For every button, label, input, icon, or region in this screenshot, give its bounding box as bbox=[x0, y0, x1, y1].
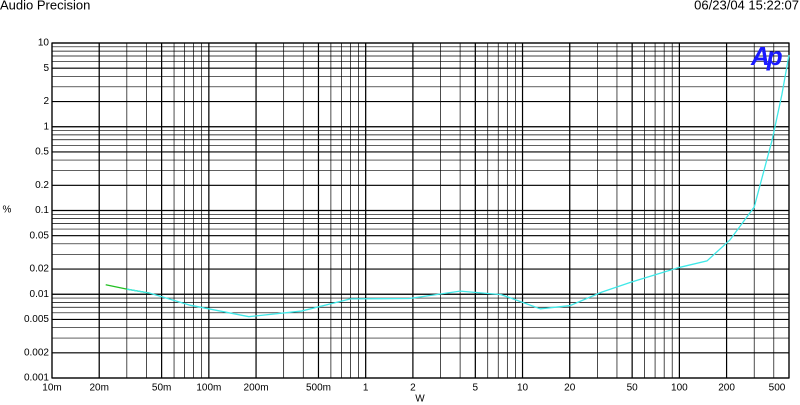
x-tick-label: 500 bbox=[769, 383, 786, 394]
x-tick-label: 200 bbox=[718, 383, 735, 394]
x-tick-label: 20 bbox=[564, 383, 576, 394]
x-axis-label: W bbox=[415, 394, 425, 405]
x-tick-label: 100m bbox=[196, 383, 221, 394]
y-tick-label: 0.002 bbox=[24, 347, 49, 358]
chart-title: Audio Precision bbox=[0, 0, 90, 12]
y-tick-label: 0.01 bbox=[30, 289, 50, 300]
x-tick-label: 100 bbox=[671, 383, 688, 394]
y-tick-label: 0.02 bbox=[30, 264, 50, 275]
x-tick-label: 10 bbox=[517, 383, 529, 394]
y-tick-label: 1 bbox=[43, 121, 49, 132]
x-tick-label: 2 bbox=[410, 383, 416, 394]
timestamp: 06/23/04 15:22:07 bbox=[694, 0, 799, 12]
y-axis-label: % bbox=[3, 205, 12, 216]
y-tick-label: 10 bbox=[38, 38, 50, 49]
y-tick-label: 0.001 bbox=[24, 373, 49, 384]
x-tick-label: 5 bbox=[473, 383, 479, 394]
data-line bbox=[126, 54, 790, 318]
y-tick-label: 0.2 bbox=[35, 180, 49, 191]
x-tick-label: 1 bbox=[363, 383, 369, 394]
x-tick-label: 10m bbox=[42, 383, 61, 394]
logo: Ap bbox=[750, 41, 783, 71]
x-tick-label: 500m bbox=[306, 383, 331, 394]
y-tick-label: 0.005 bbox=[24, 314, 49, 325]
x-tick-label: 200m bbox=[244, 383, 269, 394]
x-tick-label: 50m bbox=[152, 383, 171, 394]
y-tick-label: 2 bbox=[43, 96, 49, 107]
y-tick-label: 5 bbox=[43, 63, 49, 74]
x-tick-label: 20m bbox=[89, 383, 108, 394]
plot-border bbox=[51, 42, 790, 379]
y-tick-label: 0.1 bbox=[35, 205, 49, 216]
y-tick-label: 0.05 bbox=[30, 230, 50, 241]
x-tick-label: 50 bbox=[627, 383, 639, 394]
y-tick-label: 0.5 bbox=[35, 147, 49, 158]
